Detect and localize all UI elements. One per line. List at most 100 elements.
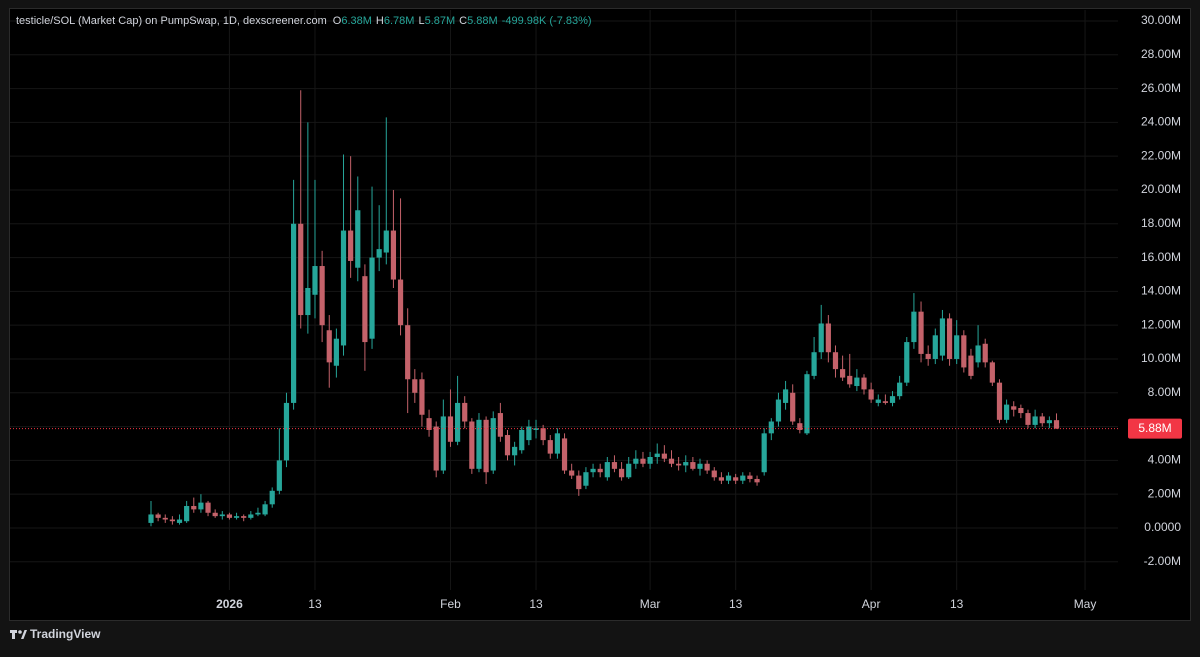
candle-body bbox=[497, 413, 503, 437]
candle-body bbox=[775, 399, 782, 422]
candle-body bbox=[241, 516, 247, 518]
candle-body bbox=[276, 460, 282, 491]
candle-body bbox=[176, 519, 183, 523]
y-tick-label: 26.00M bbox=[1141, 81, 1181, 95]
candle-body bbox=[547, 440, 553, 454]
candle-body bbox=[561, 438, 568, 471]
brand: TradingView bbox=[30, 627, 101, 641]
candle-body bbox=[454, 402, 461, 442]
candle-body bbox=[661, 453, 667, 459]
candle-body bbox=[1039, 416, 1045, 424]
candle-body bbox=[419, 379, 425, 415]
ohlc-value: 5.88M bbox=[467, 15, 498, 27]
candle-body bbox=[440, 416, 446, 471]
candle-body bbox=[790, 392, 796, 422]
chart-panel bbox=[9, 8, 1191, 621]
candle-body bbox=[904, 342, 910, 383]
candle-body bbox=[782, 389, 789, 403]
ohlc-key: L bbox=[418, 15, 424, 27]
candle-body bbox=[911, 311, 917, 343]
candle-body bbox=[925, 353, 931, 359]
y-tick-label: 14.00M bbox=[1141, 284, 1181, 298]
candle-body bbox=[875, 399, 881, 403]
candle-body bbox=[797, 423, 803, 430]
candle-body bbox=[647, 456, 653, 464]
candle-body bbox=[683, 462, 689, 466]
candle-body bbox=[369, 257, 375, 339]
candle-body bbox=[847, 375, 853, 385]
candle-body bbox=[975, 345, 981, 363]
y-tick-label: 4.00M bbox=[1148, 453, 1181, 467]
candle-body bbox=[733, 477, 739, 481]
candle-body bbox=[868, 389, 874, 400]
candle-body bbox=[447, 416, 454, 442]
change-value: -499.98K (-7.83%) bbox=[502, 15, 592, 27]
candle-body bbox=[326, 330, 332, 363]
candle-body bbox=[383, 230, 389, 253]
candle-body bbox=[469, 421, 475, 469]
candle-body bbox=[946, 318, 953, 359]
candle-body bbox=[191, 506, 197, 510]
candle-body bbox=[348, 230, 354, 261]
candle-body bbox=[768, 421, 774, 434]
x-tick-label: 13 bbox=[308, 597, 322, 611]
candle-body bbox=[576, 475, 582, 490]
candle-body bbox=[1018, 407, 1024, 414]
candle-body bbox=[718, 477, 724, 481]
candle-body bbox=[832, 352, 839, 370]
y-tick-label: -2.00M bbox=[1144, 554, 1181, 568]
y-tick-label: 22.00M bbox=[1141, 148, 1181, 162]
candle-body bbox=[248, 514, 254, 518]
candle-body bbox=[569, 470, 575, 476]
candle-body bbox=[205, 502, 211, 513]
candle-body bbox=[932, 335, 938, 359]
candle-body bbox=[355, 210, 361, 268]
y-tick-label: 18.00M bbox=[1141, 216, 1181, 230]
candle-body bbox=[690, 462, 696, 469]
candle-body bbox=[968, 355, 974, 376]
candle-body bbox=[148, 514, 154, 523]
candle-body bbox=[597, 468, 603, 473]
candle-body bbox=[412, 379, 418, 393]
candle-body bbox=[676, 463, 682, 466]
candle-body bbox=[989, 362, 995, 383]
candle-body bbox=[996, 382, 1003, 420]
candle-body bbox=[704, 463, 710, 471]
candle-body bbox=[804, 374, 810, 434]
candle-body bbox=[483, 419, 489, 473]
candle-body bbox=[226, 514, 233, 518]
candle-body bbox=[982, 343, 988, 363]
candle-body bbox=[397, 279, 404, 326]
candle-body bbox=[583, 472, 589, 486]
y-tick-label: 30.00M bbox=[1141, 13, 1181, 27]
chart-title: testicle/SOL (Market Cap) on PumpSwap, 1… bbox=[16, 15, 327, 27]
candle-body bbox=[212, 512, 218, 517]
candle-body bbox=[233, 516, 240, 518]
last-price-label: 5.88M bbox=[1138, 421, 1171, 435]
candle-body bbox=[825, 323, 831, 353]
candle-body bbox=[740, 475, 746, 481]
candle-body bbox=[840, 369, 846, 378]
candle-body bbox=[362, 276, 368, 343]
x-tick-label: May bbox=[1074, 597, 1097, 611]
x-tick-label: 13 bbox=[529, 597, 543, 611]
candle-body bbox=[462, 402, 468, 422]
axes: 30.00M 28.00M 26.00M 24.00M 22.00M 20.00M 18.0… bbox=[10, 13, 1182, 611]
candle-body bbox=[854, 377, 860, 387]
y-tick-label: 28.00M bbox=[1141, 47, 1181, 61]
candle-body bbox=[540, 428, 546, 441]
chart-header: testicle/SOL (Market Cap) on PumpSwap, 1… bbox=[16, 15, 592, 27]
ohlc-key: O bbox=[333, 15, 342, 27]
candle-body bbox=[155, 514, 161, 518]
x-tick-label: Mar bbox=[640, 597, 661, 611]
x-tick-label: Apr bbox=[862, 597, 881, 611]
candle-body bbox=[590, 468, 596, 473]
candle-body bbox=[882, 401, 888, 403]
candle-body bbox=[1032, 416, 1038, 425]
candle-body bbox=[219, 514, 225, 517]
x-tick-label: 13 bbox=[729, 597, 743, 611]
candle-body bbox=[262, 504, 268, 515]
candle-body bbox=[554, 433, 561, 454]
candle-body bbox=[1011, 406, 1017, 410]
